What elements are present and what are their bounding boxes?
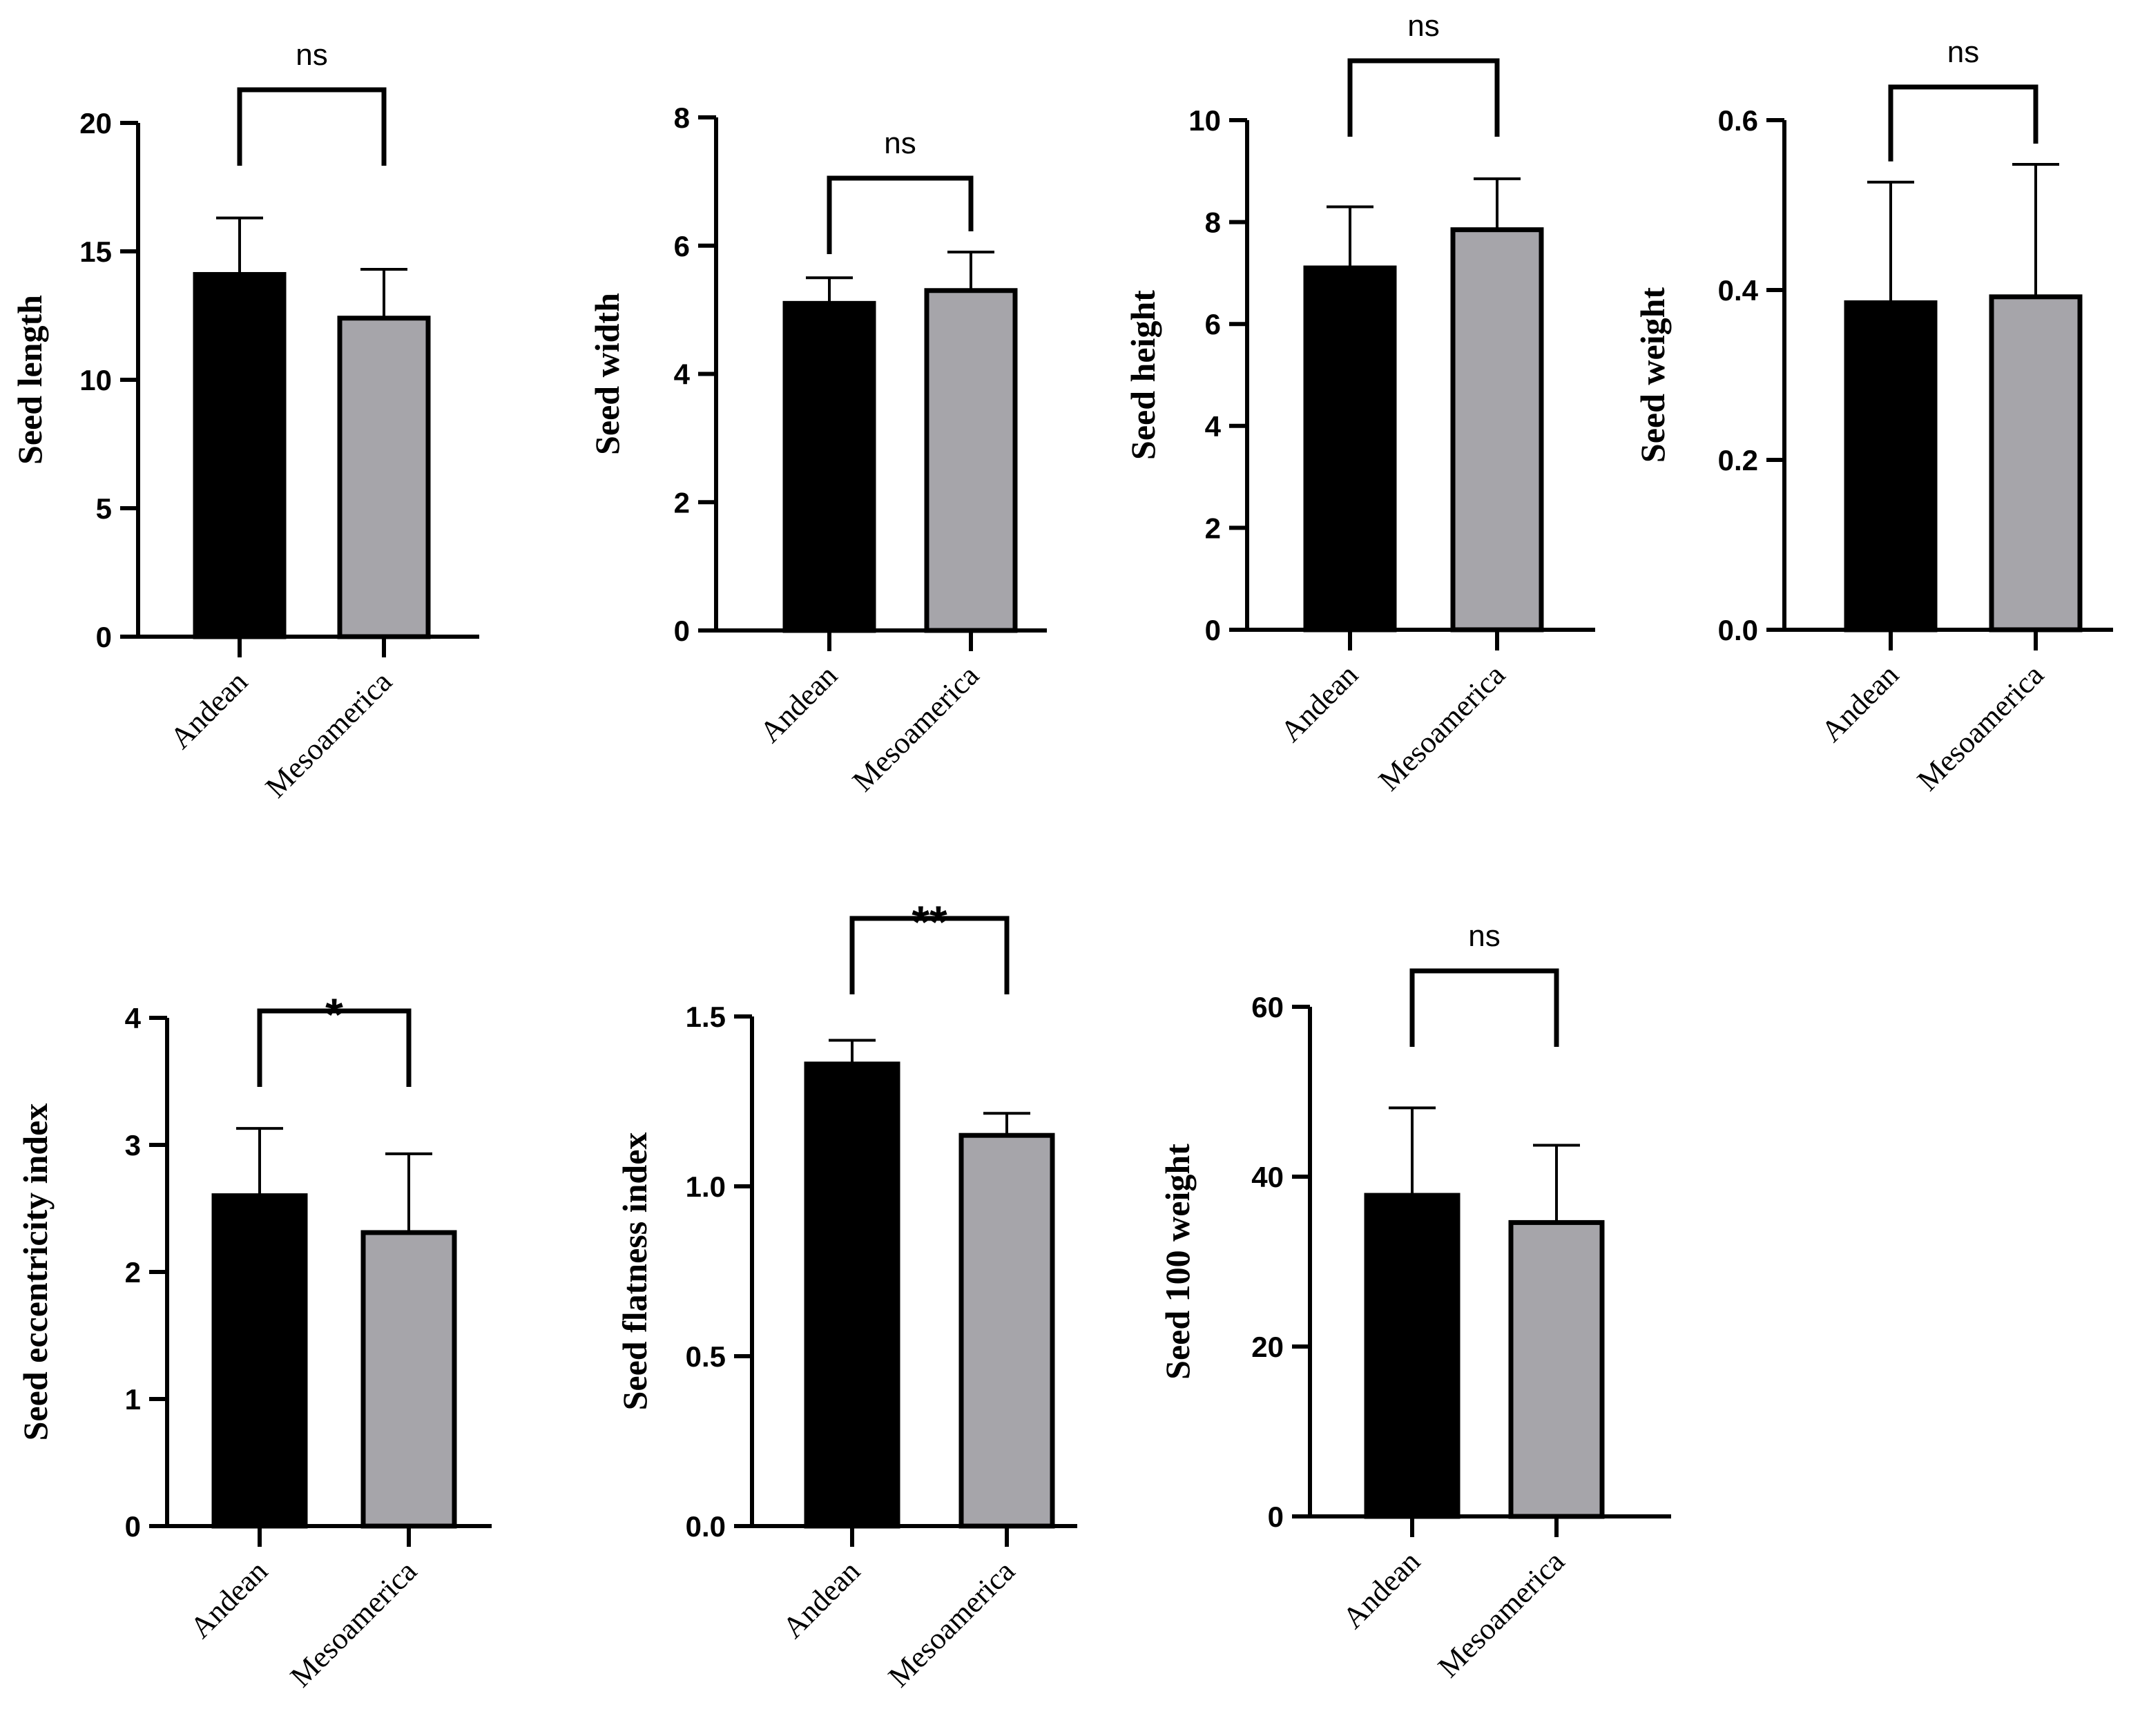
y-axis-title: Seed length [10, 295, 49, 465]
y-tick-label: 15 [79, 235, 112, 268]
x-tick-label: Mesoamerica [846, 658, 985, 798]
significance-label: ns [1407, 9, 1439, 43]
significance-label: * [325, 989, 343, 1040]
y-tick-label: 4 [1205, 410, 1222, 443]
y-tick-label: 10 [1188, 104, 1221, 137]
y-tick-label: 40 [1251, 1161, 1284, 1193]
y-tick-label: 2 [674, 486, 690, 519]
significance-bracket [237, 87, 387, 166]
x-tick-label: Mesoamerica [882, 1554, 1021, 1693]
chart-panel-4: 0.0 0.2 0.4 0.6 Seed weight Andean Mesoamerica… [1633, 35, 2113, 798]
x-tick-label: Andean [184, 1554, 274, 1644]
significance-bracket [827, 175, 974, 254]
y-tick-label: 0.2 [1718, 444, 1758, 476]
significance-bracket [1409, 968, 1559, 1047]
x-tick-label: Mesoamerica [259, 664, 398, 804]
x-tick-label: Mesoamerica [1911, 657, 2050, 797]
y-tick-label: 0 [1205, 614, 1221, 646]
y-tick-label: 3 [125, 1129, 141, 1161]
y-axis-title: Seed width [588, 293, 626, 455]
x-tick-label: Mesoamerica [284, 1554, 423, 1693]
y-tick-label: 6 [1205, 308, 1221, 340]
bar-mesoamerica [1508, 1219, 1605, 1519]
y-tick-label: 0 [674, 615, 690, 647]
bar-mesoamerica [360, 1230, 457, 1529]
chart-panel-6: 0.0 0.5 1.0 1.5 Seed flatness index Andean Mes… [615, 896, 1077, 1694]
significance-label: ** [912, 896, 947, 947]
y-tick-label: 0.6 [1718, 104, 1758, 137]
significance-bracket [1347, 58, 1500, 137]
significance-bracket [1888, 84, 2038, 162]
significance-bracket [257, 1008, 412, 1087]
x-tick-label: Andean [753, 658, 844, 749]
y-tick-label: 10 [79, 364, 112, 396]
bar-andean [1303, 265, 1397, 633]
bar-andean [1844, 300, 1938, 633]
y-tick-label: 4 [125, 1002, 142, 1034]
y-tick-label: 6 [674, 230, 690, 262]
chart-panel-7: 0 20 40 60 Seed 100 weight Andean Mesoamerica n… [1158, 919, 1671, 1684]
y-axis-title: Seed height [1124, 290, 1162, 460]
chart-panel-2: 0 2 4 6 8 Seed width Andean Mesoamerica ns [588, 102, 1047, 798]
x-tick-label: Mesoamerica [1372, 657, 1512, 797]
y-tick-label: 1.5 [686, 1001, 726, 1033]
y-tick-label: 2 [125, 1256, 141, 1289]
significance-label: ns [296, 38, 327, 72]
y-axis-title: Seed weight [1633, 287, 1672, 463]
x-tick-label: Andean [1274, 657, 1365, 748]
y-tick-label: 4 [674, 358, 691, 391]
y-tick-label: 0.5 [686, 1340, 726, 1373]
y-tick-label: 20 [1251, 1331, 1284, 1363]
y-tick-label: 60 [1251, 991, 1284, 1023]
x-tick-label: Andean [776, 1554, 867, 1644]
bar-mesoamerica [1989, 294, 2083, 633]
y-tick-label: 1.0 [686, 1170, 726, 1203]
y-axis-title: Seed flatness index [615, 1132, 654, 1411]
bar-andean [804, 1061, 900, 1529]
y-tick-label: 0.0 [686, 1510, 726, 1543]
y-tick-label: 2 [1205, 512, 1221, 544]
bar-andean [782, 300, 876, 633]
y-axis-title: Seed 100 weight [1158, 1144, 1197, 1380]
significance-label: ns [884, 126, 916, 160]
chart-panel-3: 0 2 4 6 8 10 Seed height Andean Mesoamerica ns [1124, 9, 1595, 798]
significance-label: ns [1947, 35, 1979, 69]
y-tick-label: 0 [125, 1510, 141, 1543]
y-axis-title: Seed eccentricity index [16, 1103, 55, 1441]
significance-label: ns [1468, 919, 1500, 953]
bar-mesoamerica [924, 288, 1018, 633]
bar-andean [193, 271, 287, 639]
bar-andean [1364, 1193, 1461, 1519]
significance-bracket [849, 916, 1010, 994]
y-tick-label: 5 [96, 492, 112, 525]
bar-andean [211, 1193, 308, 1529]
x-tick-label: Andean [164, 664, 254, 755]
chart-panel-5: 0 1 2 3 4 Seed eccentricity index Andean Mesoam… [16, 989, 492, 1694]
x-tick-label: Andean [1336, 1544, 1427, 1634]
chart-panel-1: 0 5 10 15 20 Seed length Andean Mesoamerica ns [10, 38, 479, 804]
bar-mesoamerica [958, 1132, 1055, 1529]
y-tick-label: 0.0 [1718, 614, 1758, 646]
bar-mesoamerica [337, 316, 431, 639]
x-tick-label: Andean [1815, 657, 1905, 748]
y-tick-label: 0 [96, 621, 112, 653]
y-tick-label: 1 [125, 1383, 141, 1416]
y-tick-label: 20 [79, 107, 112, 139]
y-tick-label: 8 [1205, 206, 1221, 239]
y-tick-label: 0.4 [1718, 274, 1759, 307]
bar-mesoamerica [1450, 227, 1544, 633]
y-tick-label: 8 [674, 102, 690, 134]
x-tick-label: Mesoamerica [1432, 1544, 1571, 1684]
y-tick-label: 0 [1268, 1501, 1284, 1533]
